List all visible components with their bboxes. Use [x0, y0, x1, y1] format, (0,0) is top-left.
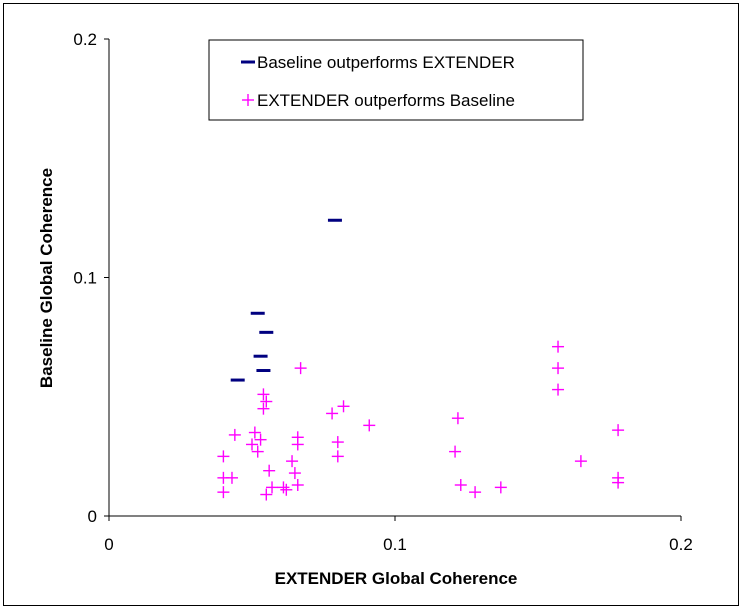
- data-point-extender-outperforms: [217, 486, 230, 499]
- data-point-extender-outperforms: [291, 478, 304, 491]
- data-point-extender-outperforms: [277, 481, 290, 494]
- data-point-extender-outperforms: [228, 428, 241, 441]
- data-point-extender-outperforms: [266, 481, 279, 494]
- data-point-extender-outperforms: [552, 362, 565, 375]
- data-point-extender-outperforms: [257, 402, 270, 415]
- data-point-extender-outperforms: [552, 340, 565, 353]
- legend-box: [208, 39, 584, 121]
- legend-label-baseline: Baseline outperforms EXTENDER: [257, 53, 515, 72]
- data-point-extender-outperforms: [574, 455, 587, 468]
- y-axis-title: Baseline Global Coherence: [37, 168, 56, 388]
- data-point-extender-outperforms: [217, 471, 230, 484]
- data-point-extender-outperforms: [451, 412, 464, 425]
- y-tick-label: 0: [88, 507, 97, 526]
- data-point-extender-outperforms: [294, 362, 307, 375]
- data-point-extender-outperforms: [260, 488, 273, 501]
- data-point-extender-outperforms: [254, 433, 267, 446]
- data-point-extender-outperforms: [286, 455, 299, 468]
- legend: Baseline outperforms EXTENDER EXTENDER o…: [208, 39, 584, 121]
- data-point-extender-outperforms: [454, 478, 467, 491]
- data-point-extender-outperforms: [326, 407, 339, 420]
- data-point-extender-outperforms: [257, 388, 270, 401]
- data-point-extender-outperforms: [248, 426, 261, 439]
- data-point-extender-outperforms: [291, 438, 304, 451]
- data-point-extender-outperforms: [288, 467, 301, 480]
- legend-label-extender: EXTENDER outperforms Baseline: [257, 91, 515, 110]
- x-tick-label: 0.2: [669, 535, 693, 554]
- data-point-extender-outperforms: [251, 445, 264, 458]
- data-point-extender-outperforms: [263, 464, 276, 477]
- data-point-extender-outperforms: [280, 483, 293, 496]
- data-point-extender-outperforms: [612, 424, 625, 437]
- legend-marker-extender: [242, 94, 254, 106]
- data-point-extender-outperforms: [469, 486, 482, 499]
- data-point-extender-outperforms: [612, 476, 625, 489]
- data-point-extender-outperforms: [331, 436, 344, 449]
- data-point-extender-outperforms: [260, 395, 273, 408]
- data-point-extender-outperforms: [337, 400, 350, 413]
- x-tick-label: 0.1: [383, 535, 407, 554]
- data-point-extender-outperforms: [449, 445, 462, 458]
- data-point-extender-outperforms: [331, 450, 344, 463]
- data-point-extender-outperforms: [246, 438, 258, 451]
- x-axis-title: EXTENDER Global Coherence: [275, 569, 518, 588]
- data-points: [217, 218, 625, 501]
- axes: [104, 38, 682, 521]
- y-tick-label: 0.1: [73, 269, 97, 288]
- x-tick-label: 0: [104, 535, 113, 554]
- data-point-extender-outperforms: [552, 383, 565, 396]
- data-point-extender-outperforms: [494, 481, 507, 494]
- y-tick-label: 0.2: [73, 30, 97, 49]
- data-point-extender-outperforms: [217, 450, 230, 463]
- tick-labels: 0 0.1 0.2 0 0.1 0.2: [73, 30, 692, 554]
- data-point-extender-outperforms: [363, 419, 376, 432]
